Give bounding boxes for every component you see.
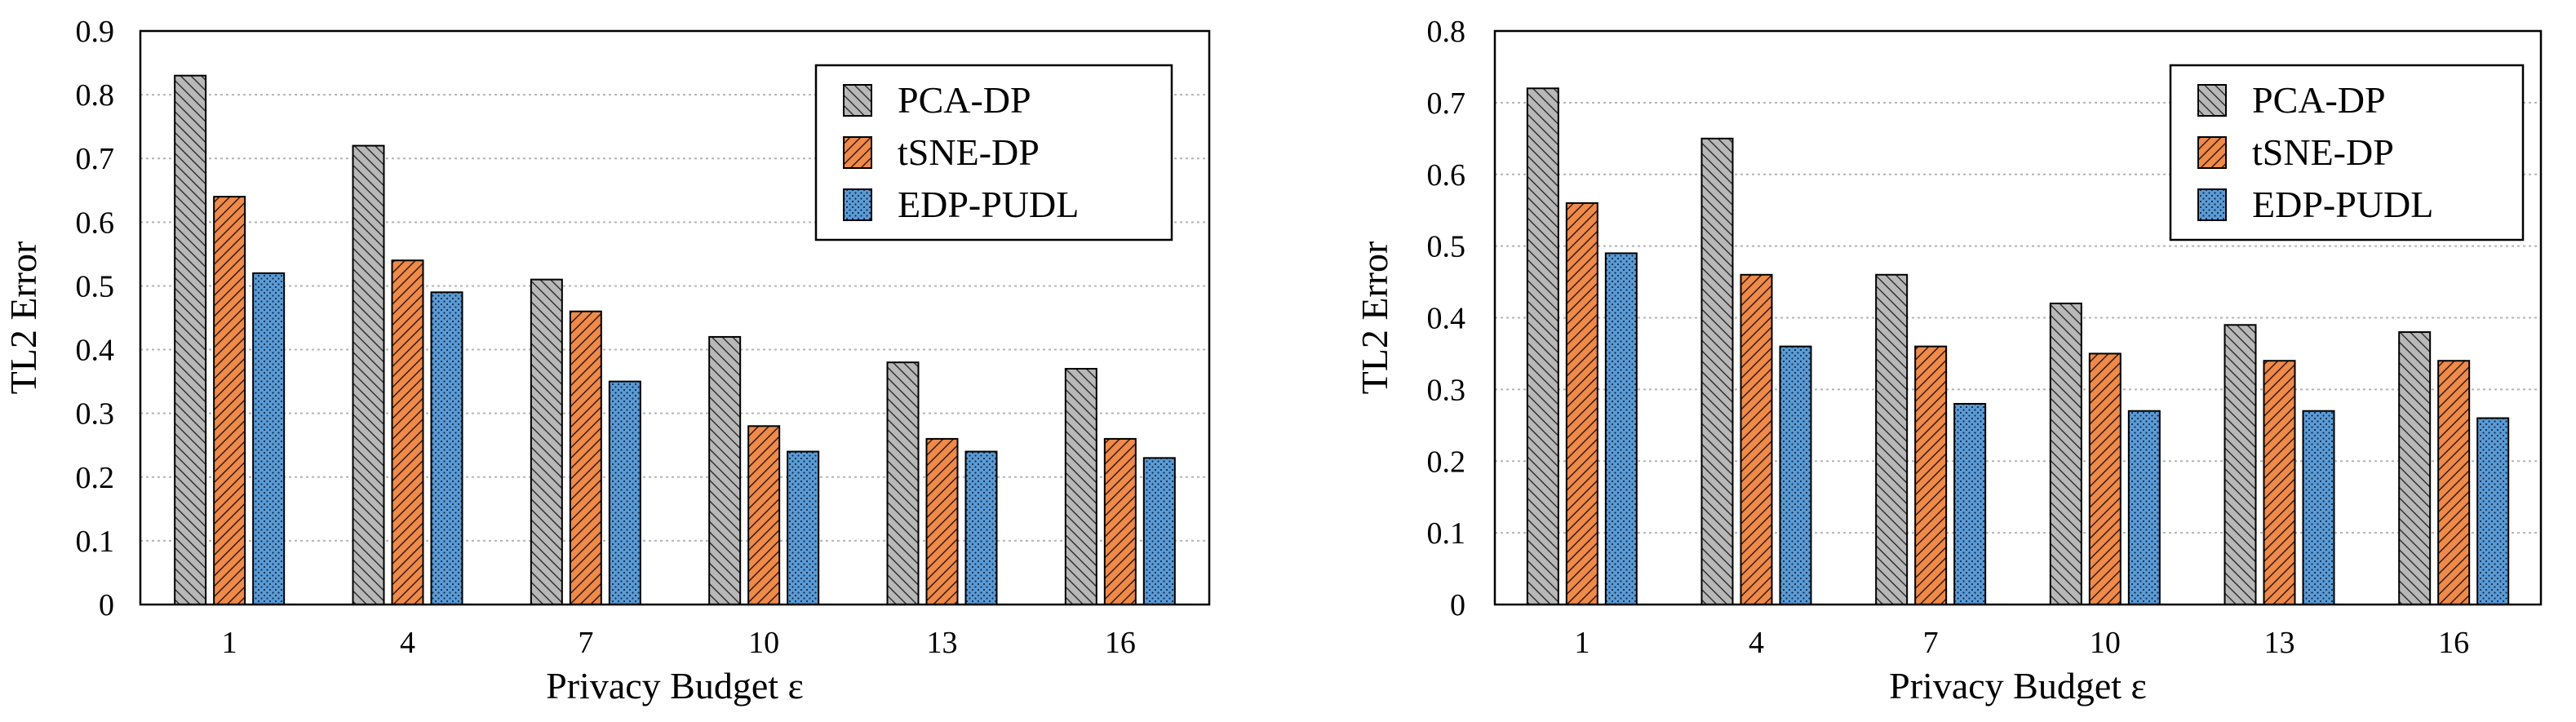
y-tick-label: 0.6	[1427, 158, 1466, 193]
x-tick-label: 13	[2264, 626, 2295, 660]
x-tick-label: 4	[1749, 626, 1764, 660]
y-tick-label: 0	[99, 588, 114, 622]
bar-pca-dp	[886, 361, 920, 605]
x-tick-label: 7	[1923, 626, 1939, 660]
x-axis-title: Privacy Budget ε	[546, 665, 804, 706]
bar-tsne-dp	[1914, 345, 1948, 605]
y-tick-label: 0.8	[76, 78, 115, 113]
bar-edp-pudl	[2476, 417, 2510, 606]
bar-tsne-dp	[747, 425, 781, 605]
bar-edp-pudl	[1779, 345, 1812, 605]
bar-tsne-dp	[2088, 352, 2122, 605]
bar-pca-dp	[1875, 273, 1909, 605]
bar-pca-dp	[2049, 302, 2082, 605]
x-axis-title: Privacy Budget ε	[1889, 665, 2147, 706]
bar-tsne-dp	[213, 196, 246, 605]
y-axis-title: TL2 Error	[1354, 241, 1395, 395]
y-tick-label: 0.1	[76, 525, 115, 559]
y-tick-label: 0.1	[1427, 516, 1466, 551]
x-tick-label: 7	[578, 626, 593, 660]
bar-edp-pudl	[1142, 457, 1176, 605]
x-tick-label: 4	[400, 626, 415, 660]
legend-label: EDP-PUDL	[2252, 184, 2433, 225]
y-tick-label: 0.3	[1427, 373, 1466, 407]
legend-label: PCA-DP	[898, 79, 1031, 121]
bar-tsne-dp	[2437, 360, 2471, 605]
legend-label: EDP-PUDL	[898, 184, 1079, 225]
y-tick-label: 0.7	[76, 142, 115, 176]
bar-pca-dp	[2398, 331, 2432, 605]
legend-swatch	[2197, 136, 2227, 169]
bar-tsne-dp	[925, 437, 959, 606]
x-tick-label: 1	[1574, 626, 1589, 660]
legend-label: tSNE-DP	[898, 131, 1040, 173]
bar-pca-dp	[2224, 324, 2257, 605]
legend-swatch	[843, 188, 872, 221]
bar-tsne-dp	[1103, 437, 1137, 606]
bar-edp-pudl	[608, 380, 641, 605]
plot-frame	[139, 29, 1211, 606]
bar-pca-dp	[1526, 87, 1559, 606]
x-tick-label: 13	[927, 626, 958, 660]
chart-right: 0 0.1 0.2 0.3 0.4 0.5 0.6 0.7 0.8 1 4 7 10 13 16 Privac…	[1354, 15, 2543, 706]
x-tick-label: 16	[1105, 626, 1136, 660]
x-tick-label: 10	[2090, 626, 2121, 660]
bar-tsne-dp	[391, 259, 424, 605]
y-tick-label: 0.6	[76, 206, 115, 240]
bar-edp-pudl	[1953, 402, 1987, 606]
x-tick-label: 10	[748, 626, 779, 660]
y-tick-label: 0.5	[1427, 230, 1466, 264]
bar-pca-dp	[1064, 367, 1097, 605]
y-tick-label: 0.5	[76, 269, 115, 303]
bar-pca-dp	[1700, 137, 1734, 605]
bar-tsne-dp	[569, 310, 602, 605]
legend-swatch	[843, 84, 872, 117]
y-tick-label: 0.3	[76, 397, 115, 432]
y-tick-label: 0.4	[76, 334, 115, 368]
chart-left: 0 0.1 0.2 0.3 0.4 0.5 0.6 0.7 0.8 0.9 1 4 7 10 13 16 Pri…	[2, 15, 1211, 706]
bar-tsne-dp	[2263, 360, 2296, 605]
bar-pca-dp	[708, 335, 742, 605]
bar-edp-pudl	[1604, 252, 1638, 605]
bar-edp-pudl	[787, 450, 820, 605]
y-axis-title: TL2 Error	[2, 241, 44, 395]
bar-edp-pudl	[2302, 410, 2335, 605]
bar-tsne-dp	[1740, 273, 1773, 605]
y-tick-label: 0	[1450, 588, 1465, 622]
legend-swatch	[2197, 84, 2227, 117]
y-tick-label: 0.4	[1427, 302, 1466, 336]
bar-pca-dp	[352, 144, 385, 606]
y-tick-label: 0.2	[1427, 445, 1466, 479]
plot-frame	[1493, 29, 2543, 606]
x-tick-label: 1	[222, 626, 237, 660]
legend-box	[814, 64, 1173, 241]
bar-edp-pudl	[252, 272, 286, 605]
y-tick-label: 0.7	[1427, 86, 1466, 121]
bar-tsne-dp	[1565, 202, 1598, 605]
bar-edp-pudl	[964, 450, 998, 605]
x-tick-label: 16	[2438, 626, 2469, 660]
bar-edp-pudl	[2127, 410, 2161, 605]
y-tick-label: 0.9	[76, 15, 115, 49]
bar-edp-pudl	[430, 291, 463, 605]
bar-pca-dp	[530, 278, 563, 605]
legend-label: tSNE-DP	[2252, 131, 2394, 173]
y-tick-label: 0.2	[76, 461, 115, 495]
legend-box	[2169, 64, 2525, 241]
legend-swatch	[2197, 188, 2227, 221]
legend-swatch	[843, 136, 872, 169]
legend-label: PCA-DP	[2252, 79, 2386, 121]
bar-pca-dp	[174, 74, 207, 605]
y-tick-label: 0.8	[1427, 15, 1466, 49]
